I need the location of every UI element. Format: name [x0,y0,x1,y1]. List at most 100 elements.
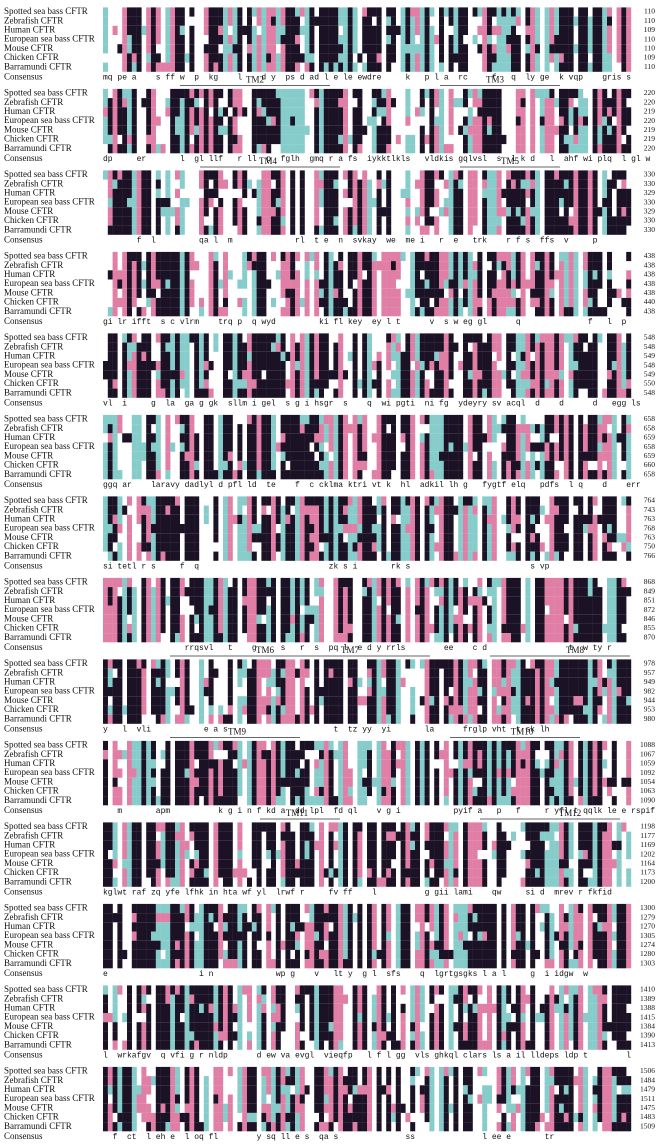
residue-cell [573,577,579,588]
residue-cell [477,424,483,434]
residue-cell [251,514,257,524]
residue-cell [261,225,267,235]
residue-cell [314,388,320,398]
residue-cell [290,542,296,552]
residue-cell [237,714,243,724]
residue-cell [544,433,550,443]
residue-cell [592,370,598,380]
residue-cell [482,351,488,361]
residue-cell [146,88,152,99]
residue-cell [299,514,305,524]
residue-cell [568,623,574,634]
residue-cell [487,107,492,117]
residue-cell [155,216,161,226]
residue-cell [506,333,512,343]
residue-cell [371,361,377,371]
residue-cell [357,470,363,480]
residue-cell [453,207,459,217]
residue-cell [439,35,444,45]
residue-cell [213,633,219,643]
residue-cell [381,414,387,425]
residue-cell [141,596,147,606]
residue-cell [218,460,224,471]
residue-cell [328,370,334,380]
residue-cell [165,705,171,715]
residue-cell [184,279,190,289]
residue-cell [544,134,550,145]
residue-cell [434,614,440,624]
residue-cell [482,505,488,515]
residue-cell [424,614,430,624]
residue-cell [271,198,276,208]
residue-cell [367,251,372,262]
residue-cell [304,16,310,26]
residue-cell [112,696,118,706]
residue-cell [247,460,252,471]
residue-cell [146,216,152,226]
residue-cell [151,451,156,461]
residue-cell [194,470,200,480]
residue-cell [323,53,329,63]
residue-cell [189,62,195,72]
residue-cell [410,551,416,561]
residue-cell [107,333,113,343]
sequence-name: Chicken CFTR [4,460,59,470]
residue-cell [199,342,204,352]
residue-cell [160,533,166,543]
residue-cell [223,261,228,271]
residue-cell [165,7,171,17]
residue-cell [583,62,588,72]
residue-cell [352,524,358,534]
residue-cell [103,577,108,588]
residue-cell [491,307,497,317]
residue-cell [160,496,166,506]
residue-cell [266,35,272,45]
residue-cell [525,170,531,180]
residue-cell [290,144,296,154]
residue-cell [112,705,118,715]
residue-cell [203,614,209,624]
residue-cell [127,179,132,189]
residue-cell [549,542,555,552]
residue-cell [309,414,315,425]
residue-cell [131,35,137,45]
residue-cell [357,514,363,524]
residue-cell [218,596,224,606]
residue-cell [587,207,593,217]
residue-cell [506,198,512,208]
residue-cell [443,342,449,352]
residue-cell [520,442,526,452]
residue-cell [487,307,492,317]
residue-cell [338,614,344,624]
residue-cell [304,605,310,615]
residue-cell [237,370,243,380]
residue-cell [515,496,521,506]
residue-cell [352,25,358,35]
residue-cell [299,542,305,552]
residue-cell [467,533,473,543]
residue-cell [563,62,569,72]
residue-cell [304,307,310,317]
residue-cell [549,53,555,63]
residue-cell [323,270,329,280]
residue-cell [453,188,459,198]
residue-cell [107,551,113,561]
residue-cell [165,188,171,198]
residue-cell [415,288,420,298]
residue-cell [578,134,584,145]
residue-cell [304,270,310,280]
residue-cell [208,98,214,108]
residue-cell [179,433,185,443]
residue-cell [549,35,555,45]
residue-cell [549,524,555,534]
residue-cell [251,605,257,615]
residue-cell [607,633,612,643]
residue-cell [266,577,272,588]
residue-cell [213,125,219,135]
residue-cell [626,134,632,145]
residue-cell [592,424,598,434]
residue-cell [400,351,406,361]
residue-cell [530,470,536,480]
residue-cell [127,433,132,443]
residue-cell [467,542,473,552]
